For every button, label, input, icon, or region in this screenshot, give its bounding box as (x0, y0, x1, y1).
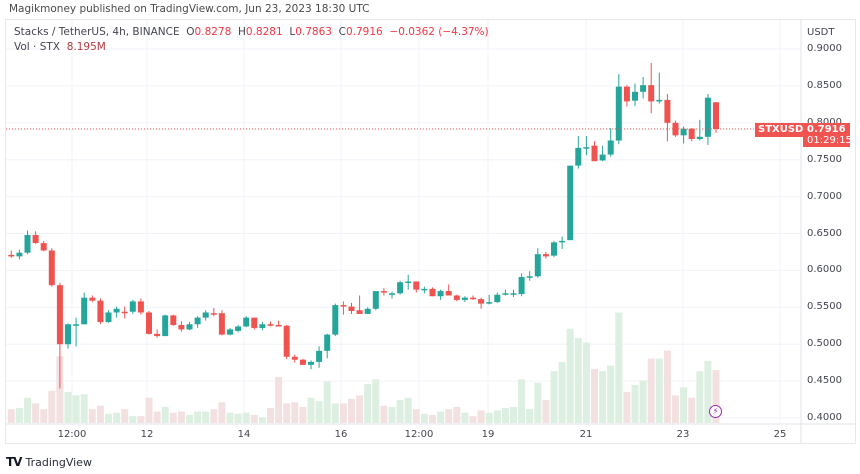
price-tick: 0.8500 (807, 79, 842, 91)
time-tick: 14 (237, 429, 251, 440)
close-label: C (338, 26, 346, 38)
ohlc-line: Stacks / TetherUS, 4h, BINANCE O0.8278 H… (14, 25, 489, 40)
symbol-price-tag: STXUSDT (755, 123, 814, 137)
footer-branding: TV TradingView (6, 455, 92, 469)
high-value: 0.8281 (245, 26, 283, 38)
price-tick: 0.9000 (807, 43, 842, 54)
price-tick: 0.6500 (807, 227, 842, 239)
volume-value: 8.195M (66, 41, 106, 53)
price-tick: 0.7000 (807, 190, 842, 202)
tradingview-logo-icon: TV (6, 455, 23, 469)
time-tick: 12 (140, 429, 154, 440)
lightning-event-icon[interactable]: ⚡ (709, 405, 722, 418)
symbol-description: Stacks / TetherUS, 4h, BINANCE (14, 26, 180, 38)
price-axis-currency: USDT (807, 27, 835, 38)
chart-frame (5, 19, 856, 444)
price-tick: 0.8000 (807, 117, 842, 128)
volume-label: Vol · STX (14, 41, 60, 53)
low-value: 0.7863 (295, 26, 332, 38)
time-tick: 12:00 (57, 429, 87, 440)
bar-countdown: 01:29:15 (807, 135, 852, 146)
price-tick: 0.4000 (807, 412, 842, 423)
close-value: 0.7916 (345, 26, 383, 38)
publisher-line: Magikmoney published on TradingView.com,… (9, 3, 370, 15)
price-tick: 0.5500 (807, 301, 842, 313)
time-tick: 21 (579, 429, 593, 440)
tradingview-brand: TradingView (25, 455, 92, 469)
price-tick: 0.6000 (807, 264, 842, 276)
open-value: 0.8278 (194, 26, 232, 38)
change-value: −0.0362 (−4.37%) (389, 26, 489, 38)
time-tick: 23 (676, 429, 690, 440)
chart-legend: Stacks / TetherUS, 4h, BINANCE O0.8278 H… (14, 25, 489, 55)
last-price-value: 0.7916 (807, 124, 846, 135)
open-label: O (186, 26, 195, 38)
time-tick: 16 (334, 429, 348, 440)
low-label: L (289, 26, 296, 38)
high-label: H (237, 26, 246, 38)
last-price-tag: 0.7916 01:29:15 (803, 123, 852, 147)
volume-line: Vol · STX 8.195M (14, 40, 489, 55)
price-tick: 0.4500 (807, 375, 842, 387)
time-tick: 19 (481, 429, 495, 440)
price-tick: 0.5000 (807, 338, 842, 350)
time-tick: 25 (773, 429, 787, 440)
time-tick: 12:00 (404, 429, 434, 440)
price-tick: 0.7500 (807, 153, 842, 165)
